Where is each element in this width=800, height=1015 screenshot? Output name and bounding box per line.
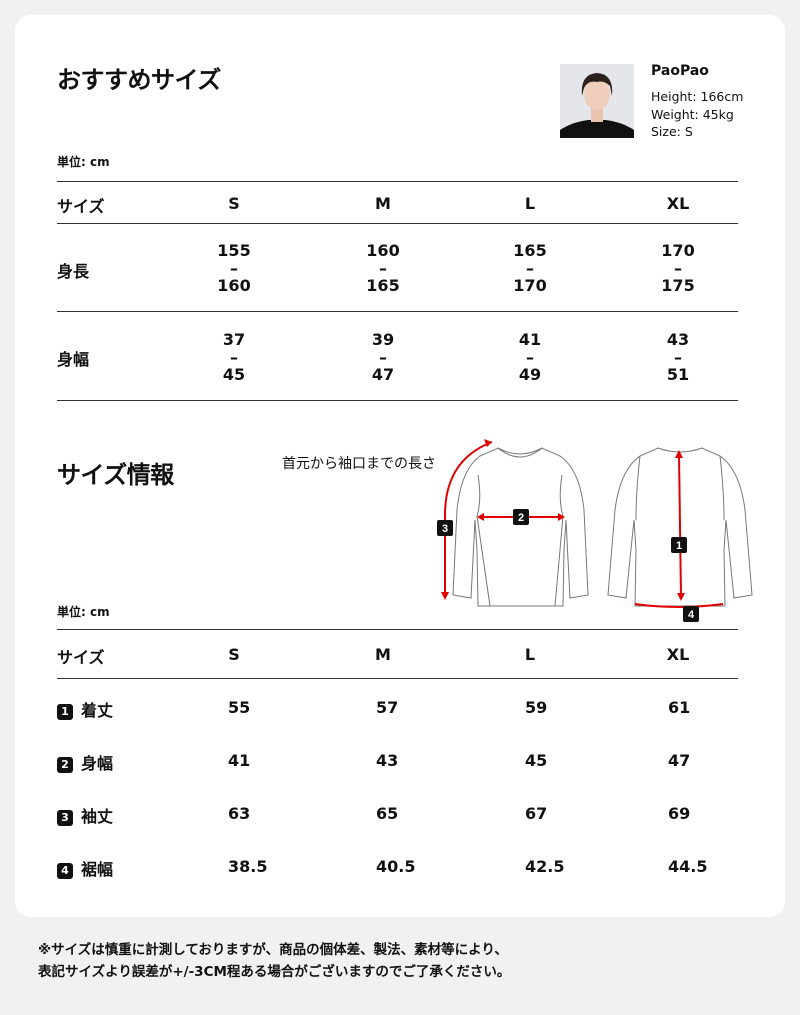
model-size: Size: S <box>651 124 693 139</box>
table-cell: 41 <box>228 751 251 770</box>
table-cell: 160–165 <box>366 241 400 295</box>
table-cell: 57 <box>376 698 399 717</box>
model-weight: Weight: 45kg <box>651 106 734 122</box>
model-photo <box>560 64 634 138</box>
table-cell: 43–51 <box>666 330 690 384</box>
divider <box>57 629 738 630</box>
sleeve-note: 首元から袖口までの長さ <box>282 456 436 472</box>
table-cell: 65 <box>376 804 399 823</box>
svg-text:1: 1 <box>676 540 682 552</box>
table-cell: 165–170 <box>513 241 547 295</box>
number-badge: 2 <box>57 757 73 773</box>
divider <box>57 678 738 679</box>
row-label: 2 身幅 <box>57 750 113 774</box>
table-cell: 155–160 <box>217 241 251 295</box>
divider <box>57 223 738 224</box>
table-cell: 37–45 <box>222 330 246 384</box>
table-cell: 63 <box>228 804 251 823</box>
row-label-text: 着丈 <box>81 701 114 720</box>
table-cell: 44.5 <box>668 857 708 876</box>
header-xl: XL <box>666 645 690 664</box>
model-name: PaoPao <box>651 63 709 79</box>
row-label: 4 裾幅 <box>57 856 113 880</box>
table-cell: 42.5 <box>525 857 565 876</box>
disclaimer-line-1: ※サイズは慎重に計測しておりますが、商品の個体差、製法、素材等により、 <box>38 942 508 958</box>
row-label-text: 裾幅 <box>81 860 114 879</box>
disclaimer-line-2: 表記サイズより誤差が+/-3CM程ある場合がございますのでご了承ください。 <box>38 964 511 980</box>
header-xl: XL <box>666 194 690 213</box>
marker-3 <box>437 520 453 536</box>
marker-4 <box>683 606 699 622</box>
table-cell: 61 <box>668 698 691 717</box>
info-title: サイズ情報 <box>57 461 174 489</box>
svg-text:3: 3 <box>442 523 448 535</box>
header-size: サイズ <box>57 648 105 667</box>
row-label-text: 袖丈 <box>81 807 114 826</box>
info-unit: 単位: cm <box>57 605 110 619</box>
number-badge: 4 <box>57 863 73 879</box>
header-m: M <box>375 194 391 213</box>
table-cell: 45 <box>525 751 548 770</box>
number-badge: 1 <box>57 704 73 720</box>
divider <box>57 311 738 312</box>
row-label-height: 身長 <box>57 262 90 281</box>
header-size: サイズ <box>57 197 105 216</box>
recommend-title: おすすめサイズ <box>57 66 221 94</box>
header-s: S <box>228 194 240 213</box>
table-cell: 67 <box>525 804 548 823</box>
header-m: M <box>375 645 391 664</box>
number-badge: 3 <box>57 810 73 826</box>
table-cell: 170–175 <box>661 241 695 295</box>
row-label: 1 着丈 <box>57 697 113 721</box>
divider <box>57 181 738 182</box>
header-l: L <box>524 645 536 664</box>
table-cell: 59 <box>525 698 548 717</box>
garment-diagram: 3 2 1 4 <box>437 439 753 622</box>
table-cell: 55 <box>228 698 251 717</box>
table-cell: 40.5 <box>376 857 416 876</box>
svg-text:2: 2 <box>518 512 524 524</box>
header-l: L <box>524 194 536 213</box>
table-cell: 47 <box>668 751 691 770</box>
table-cell: 41–49 <box>518 330 542 384</box>
row-label: 3 袖丈 <box>57 803 113 827</box>
divider <box>57 400 738 401</box>
row-label-text: 身幅 <box>81 754 114 773</box>
model-stats: Height: 166cm Weight: 45kg Size: S <box>651 88 743 141</box>
row-label-width: 身幅 <box>57 350 90 369</box>
marker-2 <box>513 509 529 525</box>
recommend-unit: 単位: cm <box>57 155 110 169</box>
table-cell: 38.5 <box>228 857 268 876</box>
table-cell: 69 <box>668 804 691 823</box>
model-height: Height: 166cm <box>651 89 744 104</box>
table-cell: 43 <box>376 751 399 770</box>
table-cell: 39–47 <box>371 330 395 384</box>
header-s: S <box>228 645 240 664</box>
svg-text:4: 4 <box>688 609 695 621</box>
marker-1 <box>671 537 687 553</box>
